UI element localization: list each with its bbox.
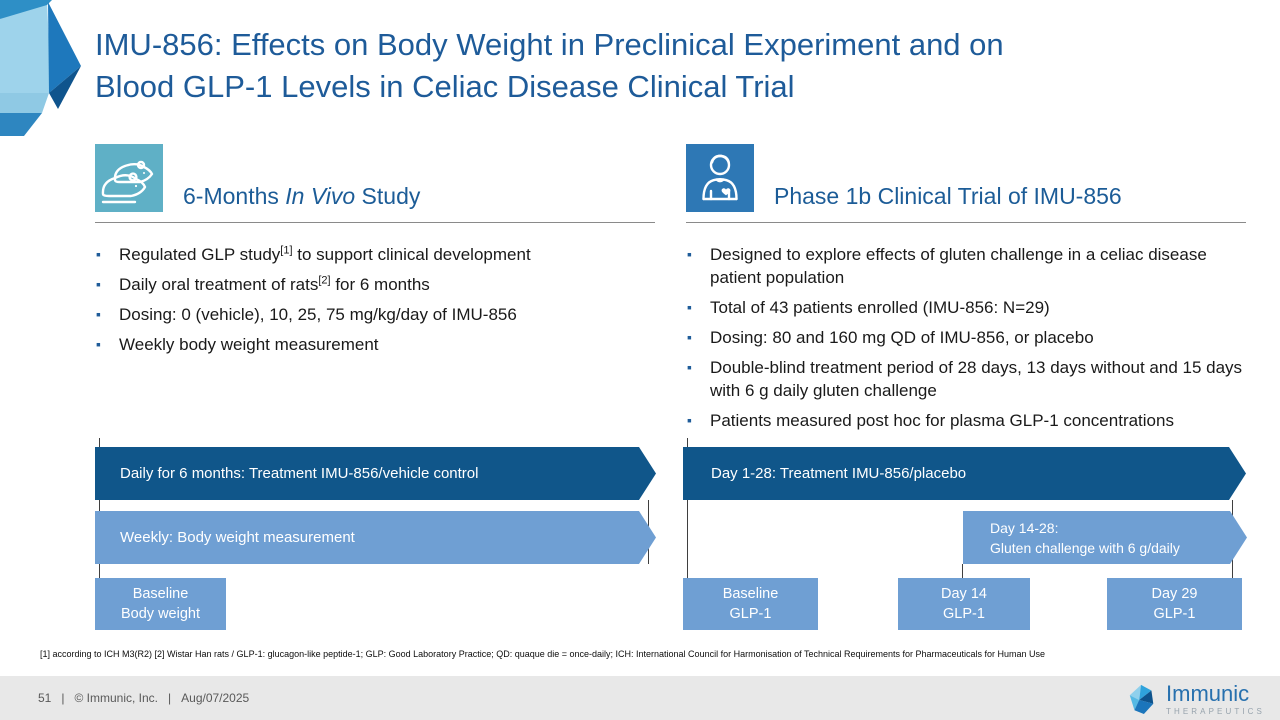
right-bullet-list: Designed to explore effects of gluten ch…	[686, 243, 1256, 439]
footer-bar: 51 | © Immunic, Inc. | Aug/07/2025 Immun…	[0, 676, 1280, 720]
left-timeline-arrow-weekly: Weekly: Body weight measurement	[95, 511, 656, 564]
left-section-title: 6-Months In Vivo Study	[183, 183, 420, 210]
left-timeline-box-baseline: Baseline Body weight	[95, 578, 226, 630]
arrow-label-line1: Day 14-28:	[990, 519, 1059, 536]
list-item: Designed to explore effects of gluten ch…	[686, 243, 1256, 289]
logo-subtext: THERAPEUTICS	[1166, 706, 1265, 716]
arrow-label: Day 1-28: Treatment IMU-856/placebo	[711, 465, 967, 482]
left-timeline-arrow-treatment: Daily for 6 months: Treatment IMU-856/ve…	[95, 447, 656, 500]
left-title-pre: 6-Months	[183, 183, 286, 209]
page-title: IMU-856: Effects on Body Weight in Precl…	[95, 24, 1255, 108]
list-item: Patients measured post hoc for plasma GL…	[686, 409, 1256, 432]
arrow-label: Weekly: Body weight measurement	[120, 529, 355, 546]
list-item: Total of 43 patients enrolled (IMU-856: …	[686, 296, 1256, 319]
right-timeline-box-day29: Day 29 GLP-1	[1107, 578, 1242, 630]
timeline-connector	[687, 438, 688, 578]
logo-text: Immunic THERAPEUTICS	[1166, 680, 1265, 716]
page-title-line2: Blood GLP-1 Levels in Celiac Disease Cli…	[95, 69, 795, 104]
right-timeline-box-day14: Day 14 GLP-1	[898, 578, 1030, 630]
company-logo: Immunic THERAPEUTICS	[1126, 681, 1265, 717]
list-item: Dosing: 0 (vehicle), 10, 25, 75 mg/kg/da…	[95, 303, 655, 326]
footnote: [1] according to ICH M3(R2) [2] Wistar H…	[40, 649, 1046, 659]
gem-icon	[1129, 684, 1154, 715]
footer-separator: |	[168, 691, 172, 705]
gem-decoration-icon	[0, 0, 81, 136]
list-item: Daily oral treatment of rats[2] for 6 mo…	[95, 273, 655, 296]
arrow-label-line2: Gluten challenge with 6 g/daily	[990, 539, 1180, 556]
footer-meta: 51 | © Immunic, Inc. | Aug/07/2025	[38, 676, 249, 720]
left-section-divider	[95, 222, 655, 223]
rats-icon	[95, 144, 163, 212]
right-timeline-arrow-treatment: Day 1-28: Treatment IMU-856/placebo	[683, 447, 1246, 500]
left-title-post: Study	[355, 183, 421, 209]
right-timeline-box-baseline: Baseline GLP-1	[683, 578, 818, 630]
logo-name: Immunic	[1166, 680, 1250, 706]
list-item: Double-blind treatment period of 28 days…	[686, 356, 1256, 402]
list-item: Regulated GLP study[1] to support clinic…	[95, 243, 655, 266]
patient-icon	[686, 144, 754, 212]
right-section-divider	[686, 222, 1246, 223]
footer-separator: |	[61, 691, 65, 705]
arrow-label: Daily for 6 months: Treatment IMU-856/ve…	[120, 465, 479, 482]
timeline-connector	[99, 438, 100, 578]
left-bullet-list: Regulated GLP study[1] to support clinic…	[95, 243, 655, 363]
right-timeline-arrow-gluten: Day 14-28: Gluten challenge with 6 g/dai…	[963, 511, 1247, 564]
copyright: © Immunic, Inc.	[74, 691, 159, 705]
right-section-title: Phase 1b Clinical Trial of IMU-856	[774, 183, 1122, 209]
timeline-connector	[962, 564, 963, 578]
left-title-italic: In Vivo	[285, 183, 356, 209]
page-title-line1: IMU-856: Effects on Body Weight in Precl…	[95, 27, 1004, 62]
page-number: 51	[38, 691, 52, 705]
list-item: Weekly body weight measurement	[95, 333, 655, 356]
list-item: Dosing: 80 and 160 mg QD of IMU-856, or …	[686, 326, 1256, 349]
footer-date: Aug/07/2025	[181, 691, 250, 705]
